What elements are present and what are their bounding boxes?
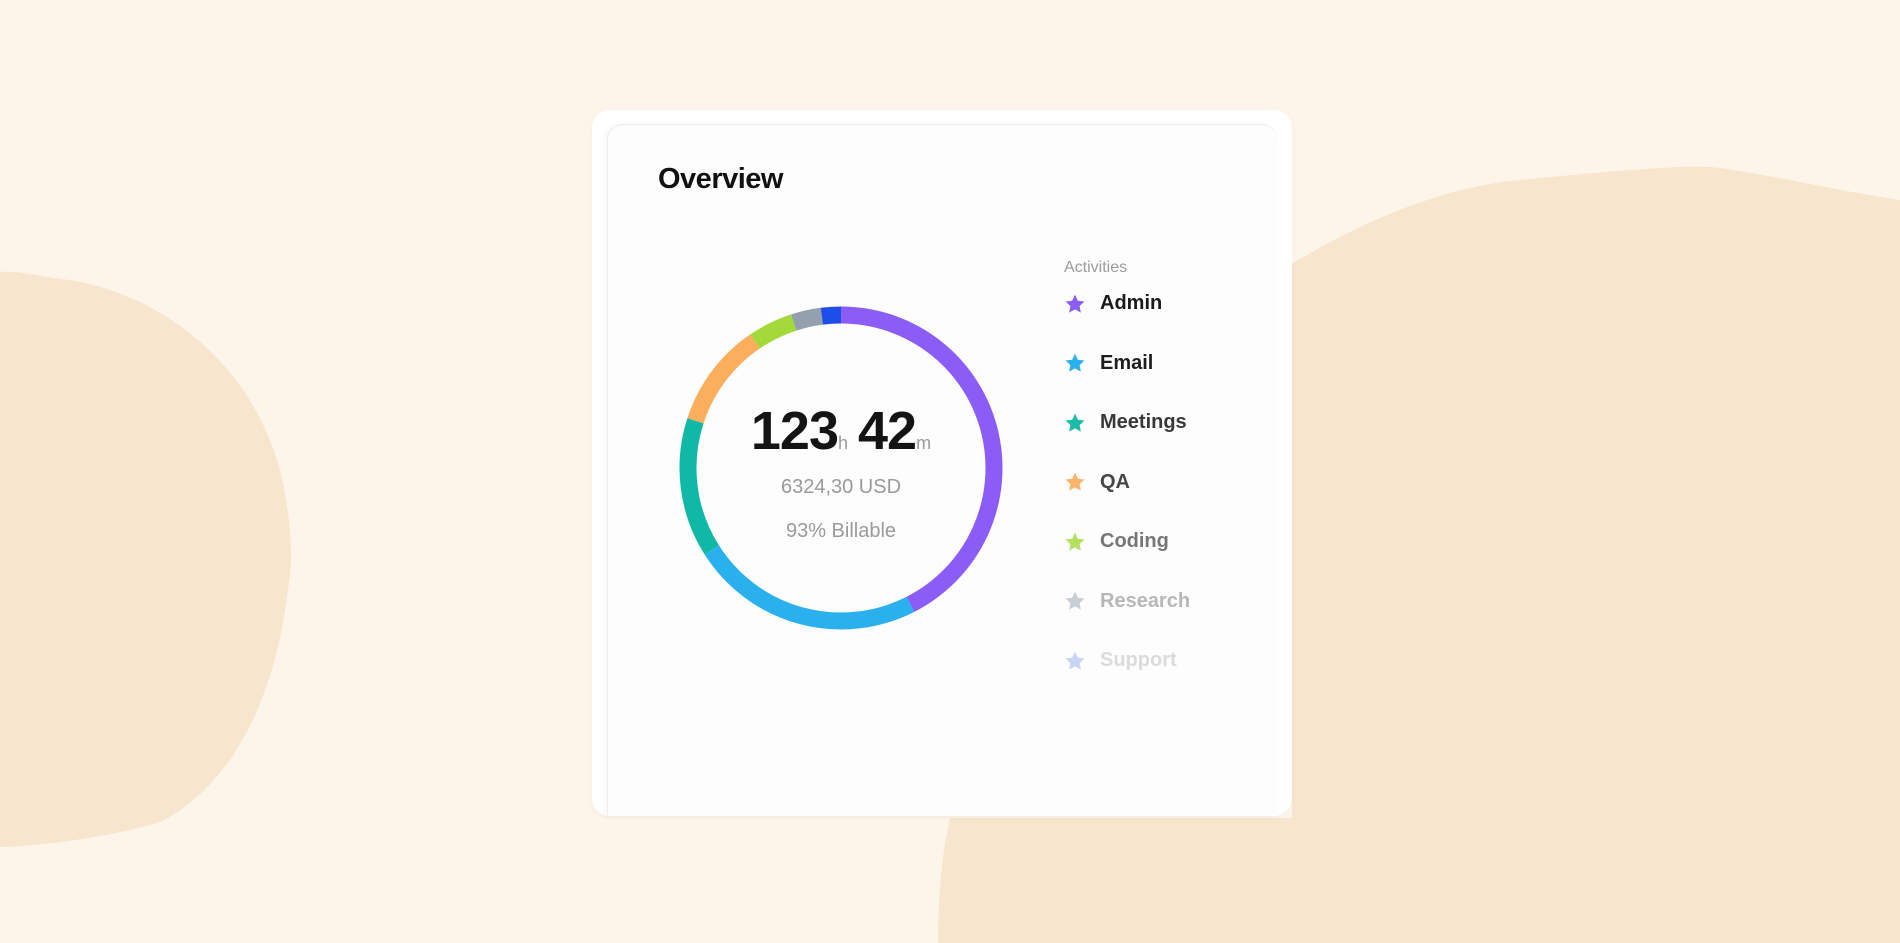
star-icon xyxy=(1065,591,1085,610)
minutes-unit: m xyxy=(916,433,932,453)
donut-center-summary: 123h 42m 6324,30 USD 93% Billable xyxy=(676,303,1006,633)
legend-item-admin[interactable]: Admin xyxy=(1064,274,1284,334)
legend-item-label: Admin xyxy=(1100,292,1163,315)
legend-item-label: Coding xyxy=(1100,530,1169,553)
donut-slice-qa xyxy=(687,334,760,424)
legend-item-coding[interactable]: Coding xyxy=(1064,512,1284,572)
legend-item-email[interactable]: Email xyxy=(1064,334,1284,394)
donut-slice-support xyxy=(820,306,842,325)
legend-title: Activities xyxy=(1064,259,1128,276)
legend-items: Admin Email Meetings QA Coding Research Suppor… xyxy=(1064,274,1284,691)
donut-slice-meetings xyxy=(679,418,720,555)
total-time: 123h 42m xyxy=(676,400,1006,462)
legend-item-research[interactable]: Research xyxy=(1064,572,1284,632)
star-icon xyxy=(1065,294,1085,313)
legend-item-support[interactable]: Support xyxy=(1064,631,1284,691)
donut-slice-admin xyxy=(840,306,1003,612)
overview-panel: Overview 123h 42m 6324,30 USD 93% Billabl… xyxy=(607,124,1278,816)
billable-percentage: 93% Billable xyxy=(785,520,897,542)
legend-item-label: Meetings xyxy=(1100,411,1187,434)
activity-donut-chart xyxy=(679,306,1003,630)
hours-value: 123 xyxy=(750,401,839,461)
star-icon xyxy=(1065,472,1085,491)
minutes-value: 42 xyxy=(858,401,917,461)
legend-item-label: Support xyxy=(1100,649,1177,672)
legend-item-label: QA xyxy=(1100,470,1130,493)
background-blob-left xyxy=(0,271,291,847)
star-icon xyxy=(1065,353,1085,372)
star-icon xyxy=(1065,413,1085,432)
donut-slice-email xyxy=(704,545,915,630)
hours-unit: h xyxy=(838,433,849,453)
amount-usd: 6324,30 USD xyxy=(780,476,902,498)
background-blob-right xyxy=(938,166,1900,943)
page-title: Overview xyxy=(658,163,783,195)
star-icon xyxy=(1065,532,1085,551)
legend-item-meetings[interactable]: Meetings xyxy=(1064,393,1284,453)
donut-slice-research xyxy=(791,307,824,331)
activities-legend: Activities Admin Email Meetings QA Coding Res… xyxy=(1064,259,1284,691)
legend-item-label: Email xyxy=(1100,351,1154,374)
legend-item-label: Research xyxy=(1100,589,1191,612)
overview-card: Overview 123h 42m 6324,30 USD 93% Billabl… xyxy=(592,110,1292,816)
legend-item-qa[interactable]: QA xyxy=(1064,453,1284,513)
donut-slice-coding xyxy=(750,314,797,349)
star-icon xyxy=(1065,651,1085,670)
